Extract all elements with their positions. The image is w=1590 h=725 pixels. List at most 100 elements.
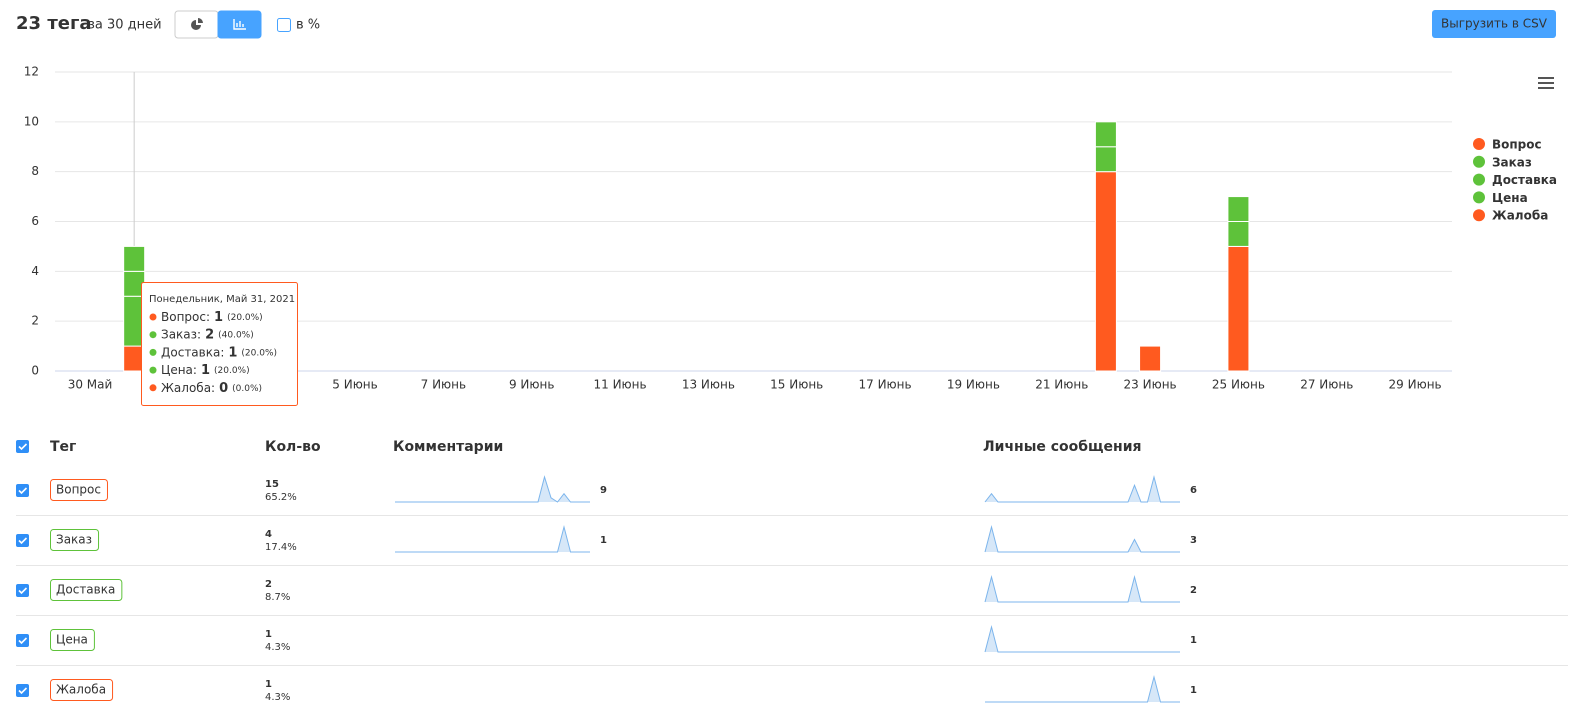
x-tick-label: 15 Июнь (770, 378, 823, 392)
legend-label: Жалоба (1492, 209, 1548, 223)
tooltip-row: Доставка: 1 (20.0%) (161, 345, 277, 360)
sparkline (985, 675, 1180, 703)
tooltip-row: Заказ: 2 (40.0%) (161, 327, 254, 342)
x-tick-label: 21 Июнь (1035, 378, 1088, 392)
sparkline-total: 3 (1190, 535, 1197, 546)
percent-label: в % (296, 18, 320, 33)
tag-badge (50, 629, 95, 651)
tooltip-marker (149, 384, 157, 392)
chart-menu[interactable] (1538, 77, 1554, 89)
tooltip-value: 1 (228, 345, 237, 360)
tooltip-marker (149, 348, 157, 356)
check-icon (18, 487, 28, 495)
legend-marker (1473, 155, 1485, 168)
tooltip-name: Вопрос: (161, 310, 210, 324)
tooltip-row: Цена: 1 (20.0%) (161, 363, 250, 378)
percent-checkbox[interactable] (277, 18, 291, 32)
sparkline (984, 625, 1180, 653)
row-checkbox[interactable] (16, 634, 29, 647)
page-title: 23 тега (16, 13, 92, 34)
tag-label: Заказ (56, 533, 92, 547)
y-tick-label: 4 (31, 264, 39, 278)
x-tick-label: 7 Июнь (421, 378, 466, 392)
tag-label: Жалоба (56, 683, 106, 697)
check-icon (18, 687, 28, 695)
x-tick-label: 23 Июнь (1124, 378, 1177, 392)
tooltip-marker (149, 366, 157, 374)
bar-segment (1094, 121, 1117, 148)
legend-marker (1473, 209, 1485, 222)
tag-badge (50, 679, 114, 701)
sparkline-total: 6 (1190, 485, 1197, 496)
tag-badge (50, 479, 108, 501)
bar-segment (1139, 345, 1162, 372)
sparkline (395, 475, 590, 503)
bar-segment (1227, 196, 1250, 222)
sparkline (984, 575, 1180, 603)
pie-icon (191, 18, 203, 30)
tooltip-value: 0 (219, 380, 228, 395)
row-checkbox[interactable] (16, 584, 29, 597)
sparkline-area (985, 577, 1180, 602)
tooltip-title: Понедельник, Май 31, 2021 (149, 294, 295, 305)
sparkline-area (395, 477, 590, 502)
tag-percent: 8.7% (265, 592, 290, 603)
x-tick-label: 5 Июнь (332, 378, 377, 392)
sparkline (984, 525, 1180, 553)
sparkline-area (985, 527, 1180, 552)
tag-label: Доставка (56, 583, 115, 597)
tooltip-marker (149, 313, 157, 321)
legend-label: Вопрос (1492, 138, 1542, 152)
bar-segment (1094, 171, 1117, 372)
tag-count: 15 (265, 479, 279, 490)
table-header: Личные сообщения (983, 439, 1142, 455)
bar-segment (1227, 221, 1250, 247)
tooltip-value: 1 (214, 310, 223, 325)
sparkline-total: 2 (1190, 585, 1197, 596)
tag-count: 1 (265, 629, 272, 640)
tooltip-percent: (20.0%) (241, 348, 277, 358)
check-icon (18, 587, 28, 595)
x-tick-label: 9 Июнь (509, 378, 554, 392)
tag-percent: 65.2% (265, 492, 297, 503)
tooltip-percent: (20.0%) (214, 366, 250, 376)
x-tick-label: 29 Июнь (1389, 378, 1442, 392)
x-tick-label: 17 Июнь (859, 378, 912, 392)
tag-badge (50, 529, 100, 551)
sparkline (984, 475, 1180, 503)
x-tick-label: 13 Июнь (682, 378, 735, 392)
x-tick-label: 19 Июнь (947, 378, 1000, 392)
sparkline-total: 1 (1190, 635, 1197, 646)
check-icon (18, 443, 28, 451)
select-all-checkbox[interactable] (16, 440, 29, 453)
tooltip-name: Цена: (161, 363, 197, 377)
legend-marker (1473, 138, 1485, 150)
legend-label: Заказ (1492, 155, 1532, 169)
legend-marker (1473, 173, 1485, 186)
x-tick-label: 25 Июнь (1212, 378, 1265, 392)
legend-label: Доставка (1492, 173, 1557, 187)
view-toggle (174, 10, 262, 39)
sparkline-total: 1 (1190, 685, 1197, 696)
tooltip: Понедельник, Май 31, 2021 Вопрос: 1 (20.0%)… (141, 282, 298, 406)
pie-view-button[interactable] (174, 10, 219, 39)
table-header: Кол-во (265, 439, 321, 455)
tag-count: 4 (265, 529, 272, 540)
tooltip-percent: (0.0%) (232, 383, 262, 393)
tooltip-value: 2 (205, 327, 214, 342)
bar-icon (233, 19, 246, 30)
tag-count: 1 (265, 679, 272, 690)
tooltip-percent: (40.0%) (218, 330, 254, 340)
tag-label: Цена (56, 633, 88, 647)
x-tick-label: 11 Июнь (593, 378, 646, 392)
row-checkbox[interactable] (16, 534, 29, 547)
tooltip-box (141, 282, 298, 406)
check-icon (18, 637, 28, 645)
tooltip-percent: (20.0%) (227, 313, 263, 323)
y-tick-label: 2 (31, 314, 39, 328)
export-button[interactable] (1432, 10, 1556, 38)
tag-percent: 4.3% (265, 642, 290, 653)
row-checkbox[interactable] (16, 484, 29, 497)
sparkline (395, 525, 590, 553)
row-checkbox[interactable] (16, 684, 29, 697)
